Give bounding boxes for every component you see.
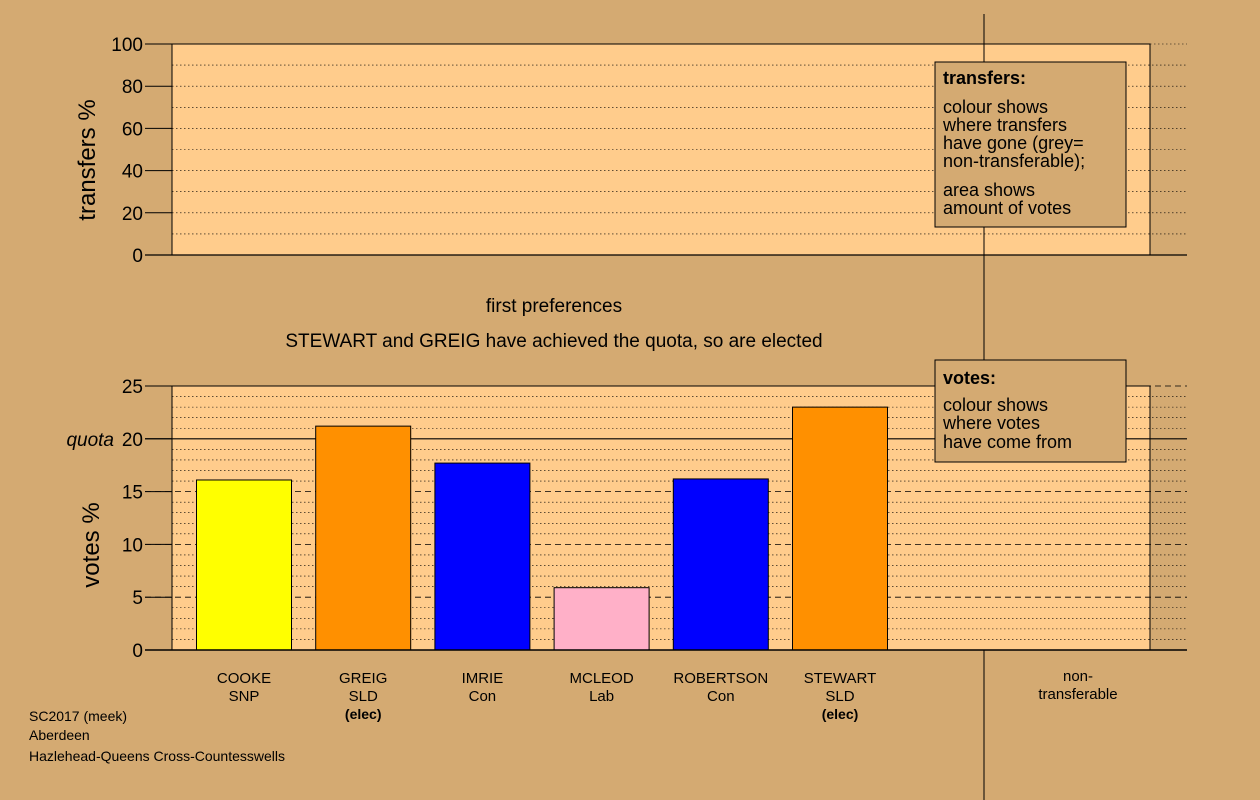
transfers-legend-box — [934, 61, 1127, 228]
footer-line: Hazlehead-Queens Cross-Countesswells — [29, 748, 285, 764]
candidate-name: GREIG — [339, 670, 387, 687]
transfers-y-axis-label: transfers % — [74, 99, 101, 220]
y-tick-label: 5 — [132, 588, 143, 609]
votes-y-axis-label: votes % — [78, 502, 105, 587]
transfers-legend-line: where transfers — [942, 115, 1067, 135]
votes-legend-box — [934, 359, 1127, 463]
votes-legend-line: have come from — [943, 432, 1072, 452]
transfers-gridlines — [145, 43, 1187, 256]
votes-legend-line: where votes — [942, 413, 1040, 433]
nontransferable-label-line2: transferable — [1038, 686, 1117, 703]
transfers-legend: transfers: colour shows where transfers … — [934, 61, 1127, 228]
candidate-name: IMRIE — [462, 670, 504, 687]
y-tick-label: 0 — [132, 246, 143, 267]
votes-legend-title: votes: — [943, 368, 996, 388]
status-caption: STEWART and GREIG have achieved the quot… — [285, 331, 822, 352]
transfers-legend-line: colour shows — [943, 97, 1048, 117]
transfers-y-axis: 0 20 40 60 80 100 — [111, 35, 172, 267]
candidate-party: SNP — [229, 688, 260, 705]
bar-mcleod — [553, 587, 650, 651]
bar-greig — [315, 425, 412, 651]
candidate-party: Lab — [589, 688, 614, 705]
transfers-legend-line: amount of votes — [943, 198, 1071, 218]
y-tick-label: 40 — [122, 162, 143, 183]
candidate-name: STEWART — [804, 670, 877, 687]
footer-line: SC2017 (meek) — [29, 708, 127, 724]
y-tick-label: 25 — [122, 377, 143, 398]
stage-caption: first preferences — [486, 296, 622, 317]
candidate-name: ROBERTSON — [673, 670, 768, 687]
candidate-name: MCLEOD — [570, 670, 634, 687]
transfers-legend-line: have gone (grey= — [943, 133, 1084, 153]
candidate-name: COOKE — [217, 670, 271, 687]
y-tick-label: 15 — [122, 483, 143, 504]
transfers-legend-title: transfers: — [943, 68, 1026, 88]
candidate-party: Con — [469, 688, 497, 705]
nontransferable-label-line1: non- — [1063, 668, 1093, 685]
votes-legend: votes: colour shows where votes have com… — [934, 359, 1127, 463]
bar-stewart — [792, 406, 888, 651]
votes-legend-line: colour shows — [943, 395, 1048, 415]
candidate-party: SLD — [825, 688, 854, 705]
candidate-status: (elec) — [822, 706, 859, 722]
y-tick-label: 20 — [122, 204, 143, 225]
y-tick-label: 80 — [122, 77, 143, 98]
vote-bars — [196, 406, 888, 651]
candidate-party: SLD — [349, 688, 378, 705]
candidate-party: Con — [707, 688, 735, 705]
bar-imrie — [434, 462, 531, 651]
candidate-labels: COOKESNPGREIGSLD(elec)IMRIEConMCLEODLabR… — [217, 670, 876, 722]
candidate-status: (elec) — [345, 706, 382, 722]
bar-cooke — [196, 479, 292, 651]
transfers-legend-line: non-transferable); — [943, 151, 1085, 171]
bar-robertson — [672, 478, 769, 651]
footer-line: Aberdeen — [29, 727, 90, 743]
votes-y-axis: 0 5 10 15 20 25 — [122, 377, 172, 662]
y-tick-label: 10 — [122, 535, 143, 556]
y-tick-label: 100 — [111, 35, 143, 56]
transfers-legend-line: area shows — [943, 180, 1035, 200]
y-tick-label: 20 — [122, 430, 143, 451]
quota-label: quota — [66, 430, 114, 451]
y-tick-label: 60 — [122, 119, 143, 140]
y-tick-label: 0 — [132, 641, 143, 662]
